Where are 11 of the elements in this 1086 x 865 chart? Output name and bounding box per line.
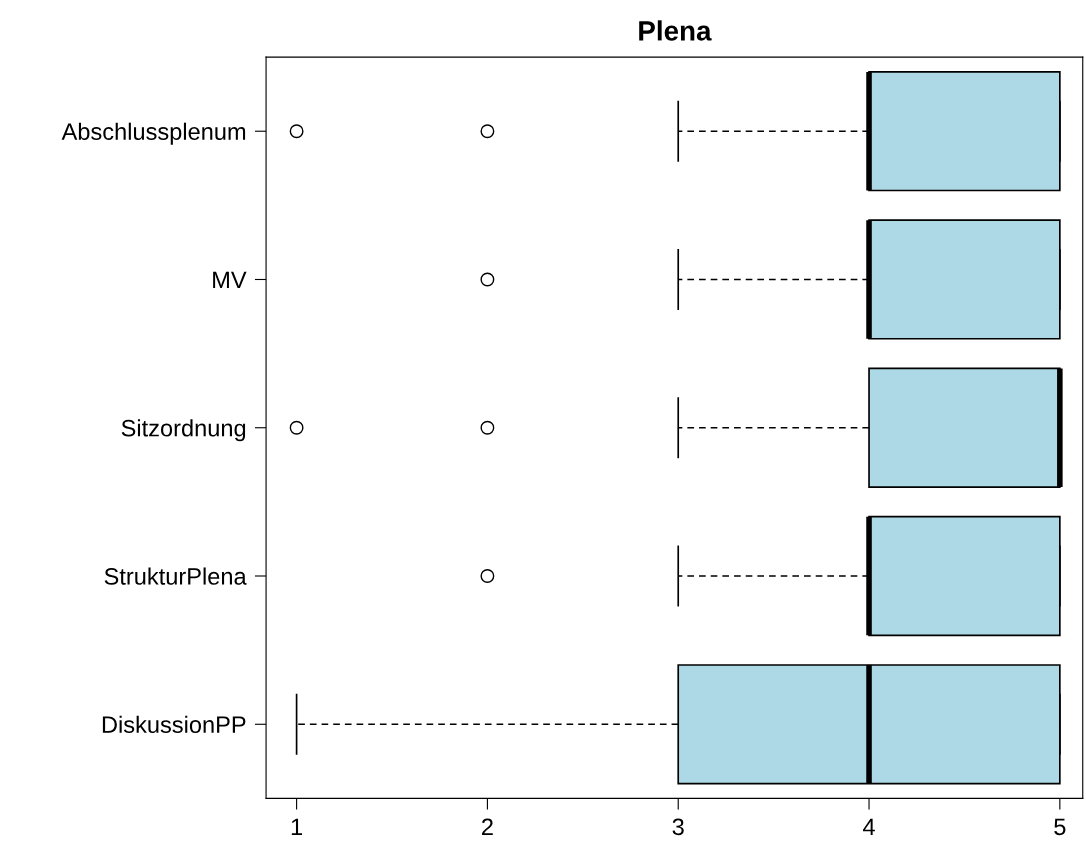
y-tick-label: Abschlussplenum [61, 122, 246, 145]
x-tick-label: 4 [863, 818, 875, 835]
y-tick-label: Sitzordnung [121, 419, 246, 442]
x-tick-label: 3 [672, 818, 684, 836]
y-tick-label: MV [213, 271, 247, 289]
x-tick-label: 1 [291, 818, 303, 835]
x-tick-label: 2 [482, 818, 493, 835]
y-tick-label: DiskussionPP [102, 715, 246, 734]
chart-title: Plena [639, 20, 712, 41]
y-tick-label: StrukturPlena [104, 567, 247, 585]
x-tick-label: 5 [1054, 818, 1066, 836]
